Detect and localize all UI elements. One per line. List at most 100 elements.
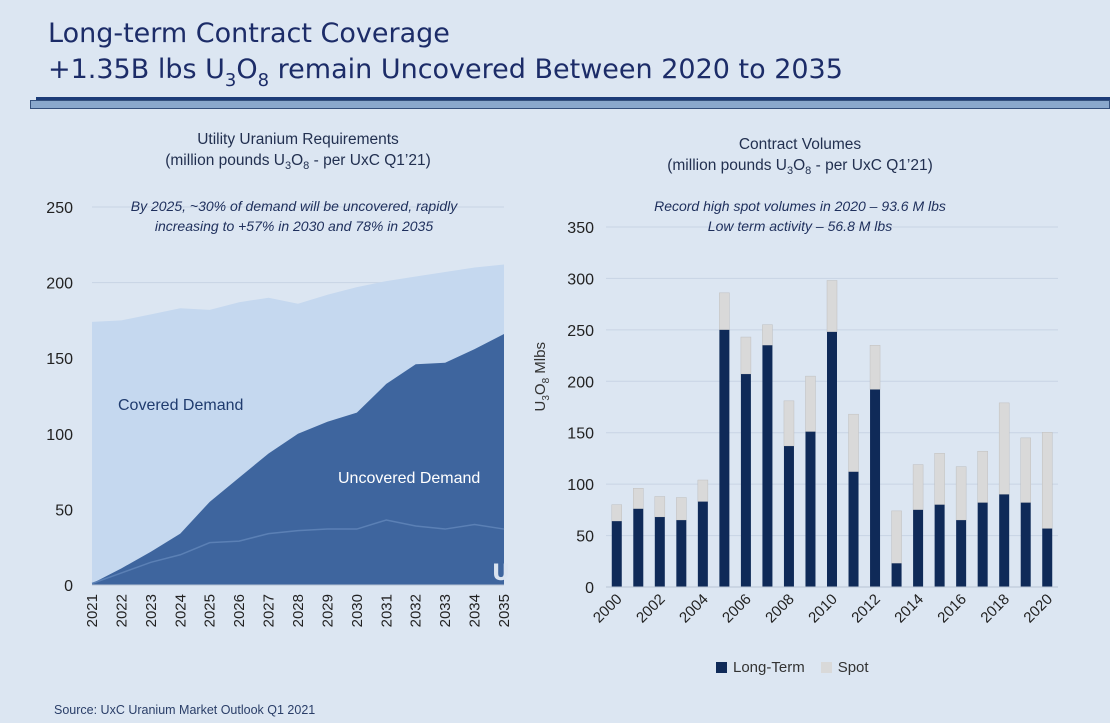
page-subtitle: +1.35B lbs U3O8 remain Uncovered Between…	[48, 54, 843, 91]
legend-item-spot: Spot	[820, 659, 869, 676]
left-y-tick-label: 100	[46, 427, 73, 444]
long-term-bar	[654, 517, 665, 587]
legend-item-long-term: Long-Term	[716, 659, 805, 676]
ylabel-part: O	[532, 383, 549, 396]
spot-bar	[740, 336, 752, 375]
long-term-bar	[633, 508, 644, 587]
long-term-bar	[870, 389, 881, 587]
left-y-tick-label: 200	[46, 276, 73, 293]
left-x-tick-label: 2031	[378, 594, 395, 627]
spot-bar	[826, 280, 838, 333]
long-term-bar	[805, 431, 816, 587]
title-sub: 8	[303, 160, 310, 172]
subtitle-subscript-3: 3	[224, 70, 237, 91]
right-chart-annotation: Record high spot volumes in 2020 – 93.6 …	[600, 196, 1000, 236]
left-chart-title-line2: (million pounds U3O8 - per UxC Q1’21)	[90, 150, 506, 173]
ylabel-sub: 8	[541, 377, 552, 384]
left-chart-title-line1: Utility Uranium Requirements	[197, 131, 399, 148]
right-x-tick-label: 2002	[633, 591, 669, 627]
long-term-bar	[956, 520, 967, 587]
spot-bar	[633, 488, 644, 510]
right-y-tick-label: 200	[567, 374, 594, 391]
left-x-tick-label: 2027	[261, 594, 278, 627]
right-x-tick-label: 2008	[762, 591, 798, 627]
subtitle-part: remain Uncovered Between 2020 to 2035	[269, 54, 843, 85]
long-term-bar	[999, 494, 1010, 587]
spot-bar	[869, 345, 881, 390]
right-x-tick-label: 2014	[891, 591, 927, 627]
long-term-bar	[676, 520, 687, 587]
covered-demand-label: Covered Demand	[118, 397, 243, 414]
spot-bar	[805, 375, 816, 432]
left-x-tick-label: 2025	[202, 594, 219, 627]
right-chart-title-line1: Contract Volumes	[738, 136, 862, 153]
left-x-tick-label: 2034	[467, 594, 484, 627]
long-term-bar	[977, 502, 988, 587]
right-x-tick-label: 2000	[590, 591, 626, 627]
spot-bar	[998, 402, 1010, 495]
title-part: (million pounds U	[667, 157, 787, 174]
title-part: O	[291, 152, 304, 169]
spot-bar	[977, 450, 988, 503]
long-term-bar	[913, 509, 924, 587]
title-part: - per UxC Q1’21)	[811, 157, 933, 174]
long-term-bar	[827, 331, 837, 587]
right-x-tick-label: 2004	[676, 591, 712, 627]
right-y-tick-label: 100	[567, 477, 594, 494]
uncovered-demand-label: Uncovered Demand	[338, 470, 480, 487]
title-sub: 3	[786, 165, 794, 177]
title-part: O	[793, 157, 806, 174]
title-sub: 3	[284, 160, 292, 172]
long-term-bar	[697, 501, 708, 587]
right-y-tick-label: 0	[585, 580, 594, 597]
annotation-line: By 2025, ~30% of demand will be uncovere…	[130, 198, 458, 214]
left-chart-title: Utility Uranium Requirements (million po…	[90, 129, 506, 173]
title-part: - per UxC Q1’21)	[309, 152, 431, 169]
annotation-line: Record high spot volumes in 2020 – 93.6 …	[654, 198, 946, 214]
long-term-bar	[783, 446, 794, 587]
right-x-tick-label: 2016	[934, 591, 970, 627]
logo-mark: U	[492, 561, 510, 586]
right-y-tick-label: 250	[567, 323, 594, 340]
spot-bar	[676, 497, 687, 521]
spot-bar	[934, 453, 945, 505]
legend-label-long-term: Long-Term	[733, 659, 805, 676]
left-x-tick-label: 2026	[231, 594, 248, 627]
right-y-tick-label: 50	[576, 529, 594, 546]
header-rule	[36, 97, 1110, 100]
long-term-bar	[762, 345, 773, 587]
spot-bar	[848, 413, 859, 473]
annotation-line: increasing to +57% in 2030 and 78% in 20…	[154, 218, 434, 234]
legend-label-spot: Spot	[837, 659, 869, 676]
spot-bar	[654, 496, 666, 518]
long-term-bar	[934, 504, 945, 587]
right-y-tick-label: 150	[567, 426, 594, 443]
left-x-tick-label: 2022	[113, 594, 130, 627]
subtitle-subscript-8: 8	[257, 70, 270, 91]
long-term-bar	[740, 374, 751, 587]
long-term-bar	[848, 471, 859, 587]
spot-bar	[697, 479, 709, 502]
annotation-line: Low term activity – 56.8 M lbs	[707, 218, 893, 234]
right-x-tick-label: 2012	[848, 591, 884, 627]
left-x-tick-label: 2023	[143, 594, 160, 627]
left-chart-annotation: By 2025, ~30% of demand will be uncovere…	[96, 196, 492, 236]
subtitle-part: O	[236, 54, 258, 85]
left-x-tick-label: 2021	[84, 594, 101, 627]
spot-bar	[912, 464, 924, 511]
ylabel-part: U	[532, 400, 549, 412]
spot-bar	[1041, 432, 1053, 529]
long-term-bar	[891, 563, 902, 587]
spot-bar	[611, 504, 623, 522]
long-term-bar	[719, 329, 730, 587]
right-x-tick-label: 2006	[719, 591, 755, 627]
ylabel-part: Mlbs	[532, 342, 549, 378]
left-x-tick-label: 2032	[408, 594, 425, 627]
spot-bar	[1020, 437, 1031, 503]
spot-bar	[762, 324, 773, 346]
right-x-tick-label: 2020	[1020, 591, 1056, 627]
spot-bar	[783, 400, 795, 447]
long-term-bar	[1020, 502, 1031, 587]
ylabel-sub: 3	[541, 395, 552, 401]
